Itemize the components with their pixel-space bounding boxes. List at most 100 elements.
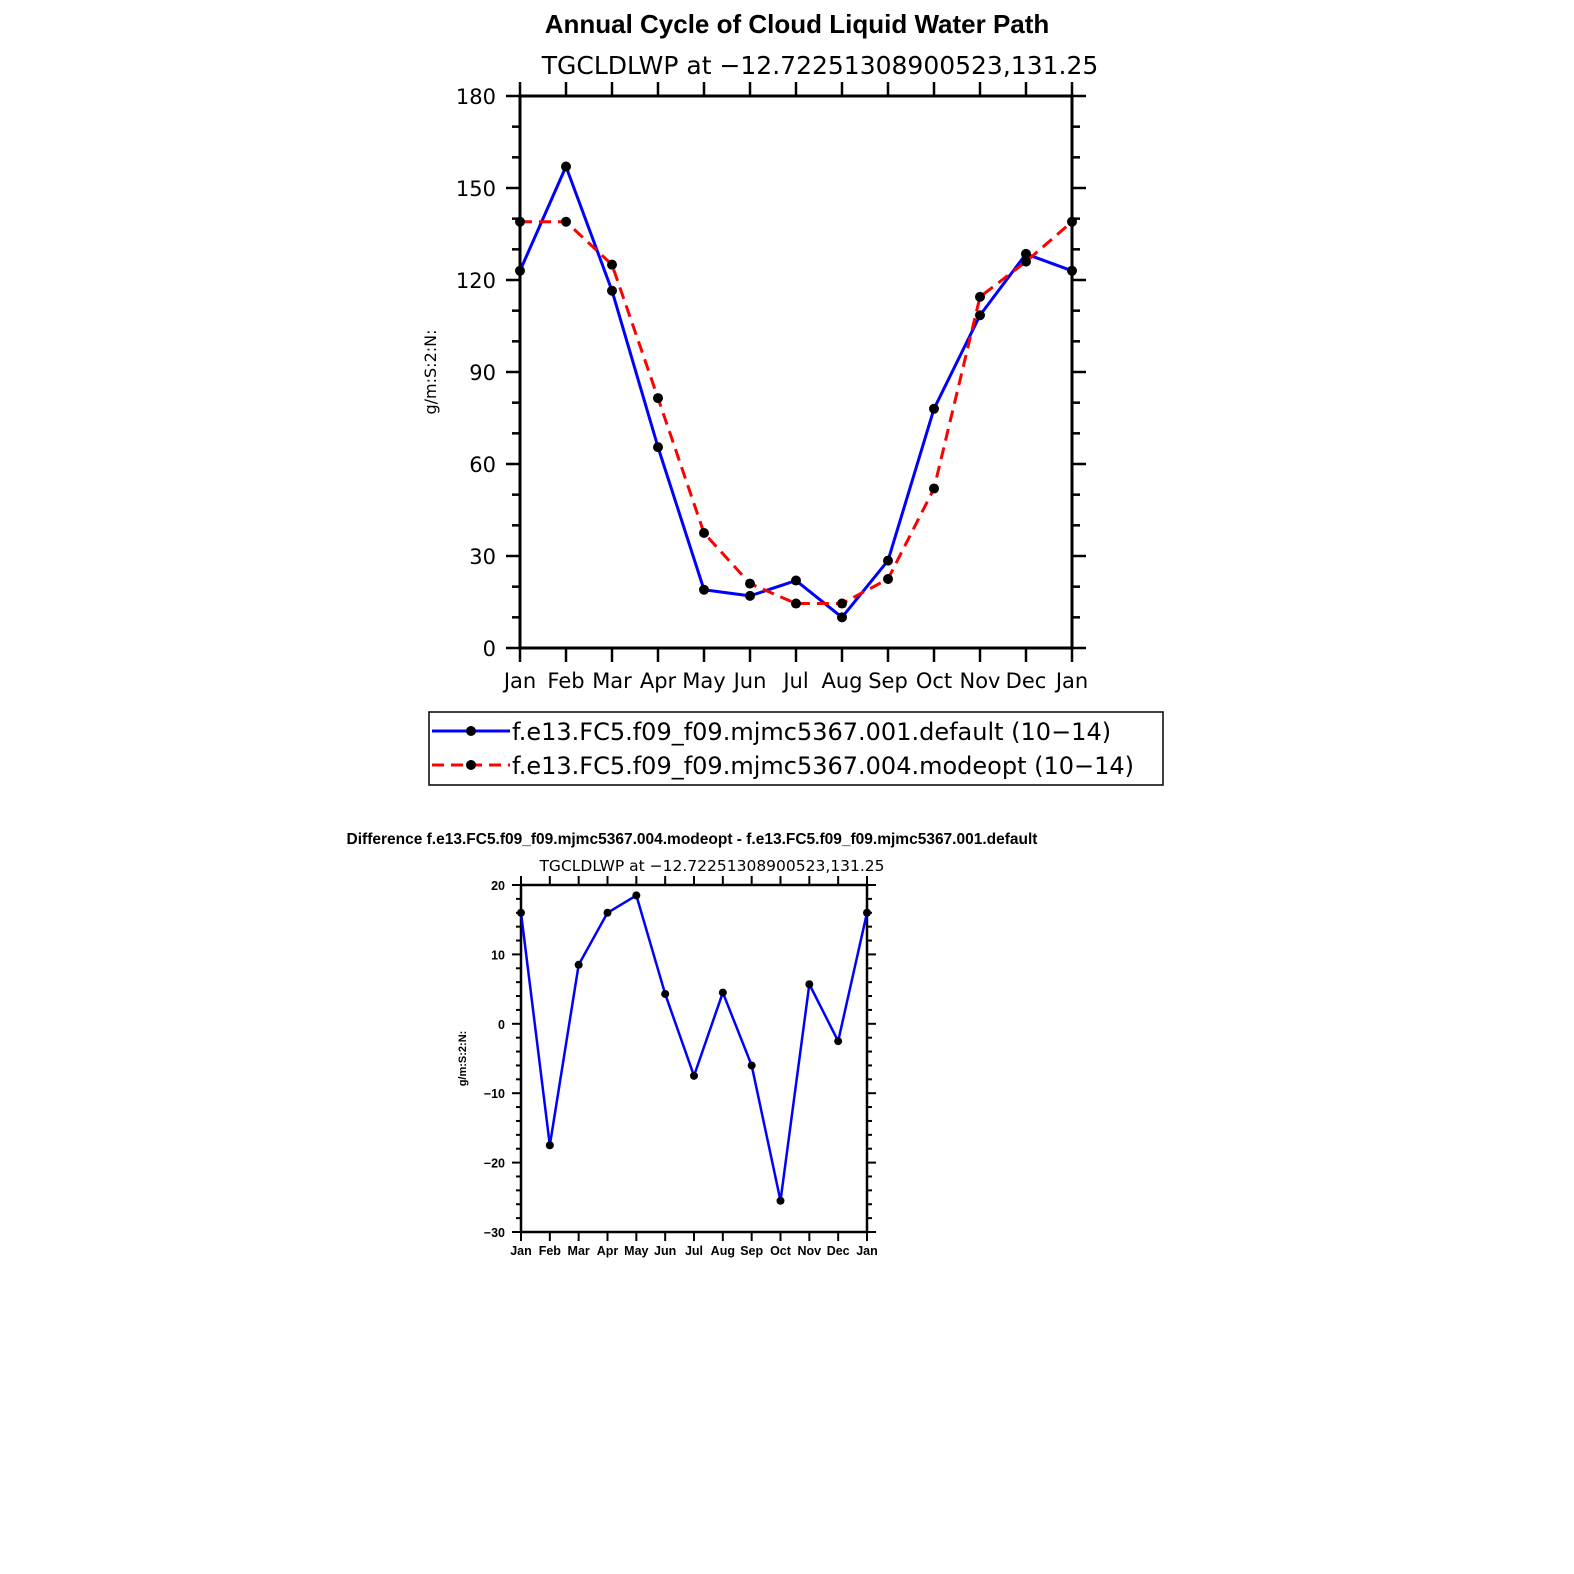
y-tick-label: −30 bbox=[484, 1226, 505, 1240]
data-point bbox=[699, 584, 709, 595]
y-tick-label: 90 bbox=[469, 361, 496, 385]
x-tick-label: Mar bbox=[568, 1244, 590, 1258]
data-point bbox=[883, 574, 893, 584]
legend-label-default: f.e13.FC5.f09_f09.mjmc5367.001.default (… bbox=[512, 718, 1111, 746]
annual-cycle-plot: 0 30 60 90 120 150 180 Jan Feb Mar Apr May Jun Jul Aug… bbox=[421, 82, 1088, 693]
x-tick-label: Sep bbox=[740, 1244, 763, 1258]
data-point bbox=[863, 908, 871, 917]
difference-subtitle: TGCLDLWP at −12.72251308900523,131.25 bbox=[538, 857, 884, 875]
y-tick-label: 30 bbox=[469, 545, 496, 569]
y-axis-label: g/m:S:2:N: bbox=[457, 1031, 469, 1087]
data-point bbox=[975, 310, 985, 321]
x-tick-label: Feb bbox=[547, 669, 584, 693]
data-point bbox=[632, 891, 641, 900]
data-point bbox=[1067, 216, 1077, 227]
data-point bbox=[603, 908, 612, 917]
data-point bbox=[776, 1196, 785, 1205]
data-point bbox=[653, 442, 663, 453]
data-point bbox=[574, 960, 583, 969]
series-line-1 bbox=[520, 220, 1073, 606]
data-point bbox=[805, 980, 814, 989]
data-point bbox=[834, 1037, 843, 1046]
data-point bbox=[561, 161, 571, 172]
data-point bbox=[883, 555, 893, 566]
x-tick-label: Jan bbox=[510, 1244, 532, 1258]
data-point bbox=[929, 403, 939, 414]
x-tick-label: Jun bbox=[732, 669, 767, 693]
x-tick-label: May bbox=[624, 1244, 648, 1258]
data-point bbox=[1067, 265, 1077, 276]
legend-marker-default bbox=[466, 726, 476, 736]
chart-title: Annual Cycle of Cloud Liquid Water Path bbox=[545, 9, 1050, 39]
y-tick-label: 60 bbox=[469, 453, 496, 477]
data-point bbox=[515, 216, 525, 227]
plot-frame bbox=[518, 94, 1074, 650]
plot-frame bbox=[519, 883, 869, 1234]
y-axis-label: g/m:S:2:N: bbox=[421, 330, 440, 415]
legend: f.e13.FC5.f09_f09.mjmc5367.001.default (… bbox=[428, 711, 1164, 786]
y-tick-label: 180 bbox=[456, 85, 496, 109]
series-line-0 bbox=[518, 165, 1073, 619]
x-tick-label: Nov bbox=[960, 669, 1001, 693]
x-tick-label: Nov bbox=[798, 1244, 822, 1258]
x-tick-label: Jul bbox=[685, 1244, 703, 1258]
x-tick-label: Jul bbox=[781, 669, 808, 693]
x-tick-label: Oct bbox=[916, 669, 952, 693]
difference-plot: −30 −20 −10 0 10 20 Jan Feb Mar Apr May Jun Jul Aug Se… bbox=[457, 876, 878, 1258]
y-tick-label: 120 bbox=[456, 269, 496, 293]
data-point bbox=[745, 590, 755, 601]
legend-marker-modeopt bbox=[466, 760, 476, 770]
data-point bbox=[747, 1061, 756, 1070]
x-tick-label: Dec bbox=[1006, 669, 1047, 693]
y-tick-label: 0 bbox=[498, 1018, 505, 1032]
y-tick-label: −10 bbox=[484, 1087, 505, 1101]
data-point bbox=[515, 265, 525, 276]
data-point bbox=[517, 908, 525, 917]
data-point bbox=[1021, 248, 1031, 259]
x-tick-label: Apr bbox=[597, 1244, 619, 1258]
data-point bbox=[653, 393, 663, 404]
data-point bbox=[718, 988, 727, 997]
data-point bbox=[745, 578, 755, 589]
x-tick-label: Mar bbox=[592, 669, 632, 693]
data-point bbox=[699, 528, 709, 538]
data-point bbox=[661, 989, 670, 998]
data-point bbox=[837, 598, 847, 609]
x-tick-label: Jan bbox=[856, 1244, 878, 1258]
x-tick-label: Aug bbox=[821, 669, 862, 693]
x-tick-label: May bbox=[682, 669, 725, 693]
legend-entry-modeopt: f.e13.FC5.f09_f09.mjmc5367.004.modeopt (… bbox=[432, 752, 1134, 780]
data-point bbox=[607, 285, 617, 296]
legend-box bbox=[428, 711, 1164, 786]
data-point bbox=[929, 483, 939, 494]
legend-label-modeopt: f.e13.FC5.f09_f09.mjmc5367.004.modeopt (… bbox=[512, 752, 1134, 780]
data-point bbox=[1021, 256, 1031, 267]
x-tick-label: Jun bbox=[654, 1244, 676, 1258]
series-line-0 bbox=[519, 894, 869, 1203]
data-point bbox=[561, 216, 571, 227]
difference-title: Difference f.e13.FC5.f09_f09.mjmc5367.00… bbox=[347, 831, 1038, 848]
x-tick-label: Dec bbox=[827, 1244, 850, 1258]
x-tick-label: Jan bbox=[502, 669, 536, 693]
data-point bbox=[837, 612, 847, 623]
legend-entry-default: f.e13.FC5.f09_f09.mjmc5367.001.default (… bbox=[432, 718, 1111, 746]
x-tick-label: Jan bbox=[1054, 669, 1088, 693]
x-tick-label: Sep bbox=[868, 669, 908, 693]
data-point bbox=[791, 575, 801, 586]
data-point bbox=[690, 1071, 698, 1080]
y-tick-label: 20 bbox=[491, 879, 505, 893]
x-tick-label: Oct bbox=[770, 1244, 792, 1258]
y-tick-label: 0 bbox=[483, 637, 496, 661]
chart-subtitle: TGCLDLWP at −12.72251308900523,131.25 bbox=[541, 51, 1099, 80]
x-tick-label: Apr bbox=[640, 669, 677, 693]
y-tick-label: 150 bbox=[456, 177, 496, 201]
y-tick-label: −20 bbox=[484, 1157, 505, 1171]
data-point bbox=[791, 598, 801, 609]
y-tick-label: 10 bbox=[491, 948, 505, 962]
data-point bbox=[975, 291, 985, 302]
data-point bbox=[545, 1141, 554, 1150]
x-tick-label: Feb bbox=[539, 1244, 562, 1258]
data-point bbox=[607, 259, 617, 270]
x-tick-label: Aug bbox=[711, 1244, 735, 1258]
